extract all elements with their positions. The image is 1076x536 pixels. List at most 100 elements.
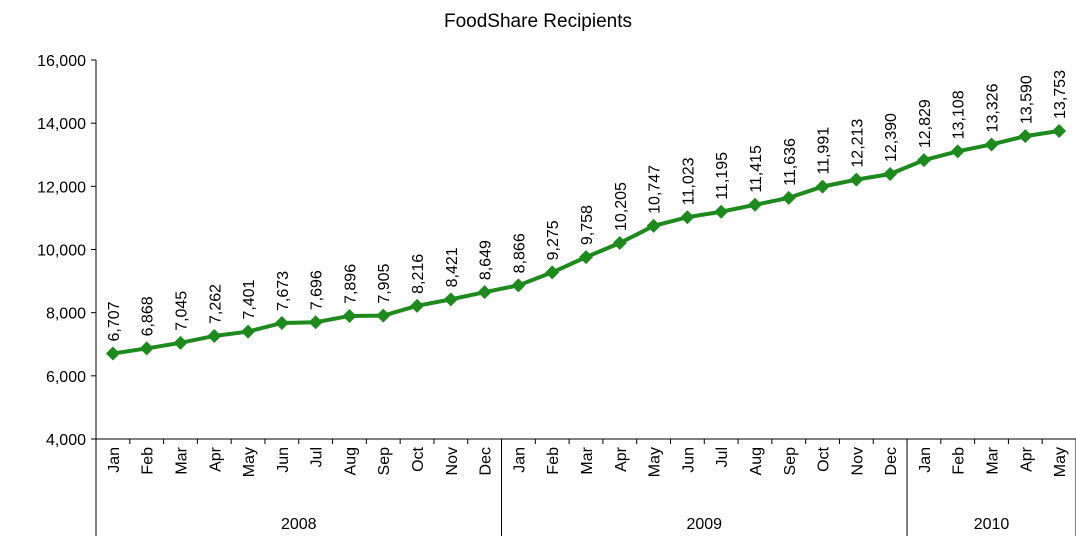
- x-tick-label: Jan: [106, 447, 123, 473]
- marker: [274, 315, 289, 330]
- data-label: 13,108: [951, 90, 968, 139]
- marker: [579, 250, 593, 265]
- chart-title: FoodShare Recipients: [444, 11, 632, 32]
- marker: [612, 236, 627, 251]
- marker: [1052, 123, 1067, 138]
- x-tick-label: Dec: [478, 447, 495, 475]
- data-label: 7,696: [309, 270, 326, 310]
- marker: [680, 210, 695, 225]
- x-tick-label: Jul: [714, 447, 731, 467]
- data-label: 10,205: [613, 182, 630, 231]
- marker: [984, 137, 999, 152]
- x-tick-label: Nov: [444, 447, 461, 475]
- data-label: 12,390: [883, 113, 900, 162]
- marker: [950, 144, 965, 159]
- data-label: 7,905: [376, 264, 393, 304]
- x-tick-label: May: [1052, 447, 1069, 477]
- data-label: 10,747: [647, 165, 664, 214]
- x-tick-label: Dec: [883, 447, 900, 475]
- x-tick-label: Jan: [511, 447, 528, 473]
- y-tick-label: 8,000: [46, 306, 86, 323]
- marker: [207, 328, 222, 343]
- y-tick-label: 6,000: [46, 369, 86, 386]
- marker: [105, 346, 120, 361]
- data-label: 11,636: [782, 138, 799, 186]
- data-label: 11,415: [748, 145, 765, 193]
- marker: [376, 308, 391, 323]
- data-label: 6,707: [106, 301, 123, 341]
- marker: [916, 153, 931, 168]
- marker: [477, 285, 492, 300]
- y-tick-label: 4,000: [46, 432, 86, 449]
- marker: [747, 197, 762, 212]
- marker: [443, 292, 458, 307]
- x-tick-label: Feb: [545, 447, 562, 475]
- data-label: 8,649: [478, 240, 495, 280]
- x-tick-label: Apr: [1018, 446, 1035, 472]
- x-tick-label: Mar: [173, 446, 190, 474]
- marker: [241, 324, 256, 339]
- data-label: 7,401: [241, 279, 258, 319]
- marker: [342, 308, 357, 323]
- marker: [815, 179, 830, 194]
- y-tick-label: 10,000: [37, 243, 86, 260]
- x-tick-label: Jun: [680, 447, 697, 473]
- x-tick-label: May: [241, 447, 258, 477]
- marker: [139, 341, 154, 356]
- x-tick-label: Mar: [985, 446, 1002, 474]
- data-label: 7,045: [173, 291, 190, 331]
- data-label: 6,868: [140, 296, 157, 336]
- marker: [849, 172, 864, 187]
- data-label: 11,023: [680, 157, 697, 205]
- y-tick-label: 16,000: [37, 53, 86, 70]
- x-tick-label: Feb: [951, 447, 968, 475]
- group-label: 2010: [974, 516, 1010, 533]
- marker: [410, 298, 425, 313]
- x-tick-label: Apr: [207, 446, 224, 472]
- x-tick-label: Nov: [849, 447, 866, 475]
- data-label: 7,673: [275, 271, 292, 311]
- data-label: 13,326: [985, 83, 1002, 132]
- x-tick-label: Oct: [816, 446, 833, 471]
- marker: [511, 278, 526, 293]
- x-tick-label: Apr: [613, 446, 630, 472]
- data-label: 13,590: [1018, 75, 1035, 124]
- marker: [714, 204, 729, 219]
- marker: [883, 167, 898, 182]
- x-tick-label: Jun: [275, 447, 292, 473]
- marker: [646, 218, 661, 233]
- data-label: 8,421: [444, 247, 461, 287]
- y-tick-label: 14,000: [37, 116, 86, 133]
- x-tick-label: May: [647, 447, 664, 477]
- data-label: 8,866: [511, 233, 528, 273]
- marker: [173, 335, 188, 350]
- data-label: 12,213: [849, 119, 866, 168]
- x-tick-label: Jul: [309, 447, 326, 467]
- x-tick-label: Jan: [917, 447, 934, 473]
- data-label: 8,216: [410, 254, 427, 294]
- x-tick-label: Feb: [140, 447, 157, 475]
- data-label: 9,758: [579, 205, 596, 245]
- data-label: 11,195: [714, 152, 731, 200]
- data-label: 7,896: [342, 264, 359, 304]
- x-tick-label: Mar: [579, 446, 596, 474]
- marker: [1018, 129, 1033, 144]
- data-label: 9,275: [545, 220, 562, 260]
- marker: [545, 265, 560, 280]
- marker: [781, 190, 796, 205]
- x-tick-label: Sep: [782, 447, 799, 476]
- x-tick-label: Aug: [748, 447, 765, 475]
- group-label: 2009: [686, 516, 722, 533]
- data-label: 12,829: [917, 99, 934, 148]
- data-label: 11,991: [816, 127, 833, 175]
- data-label: 13,753: [1052, 70, 1069, 119]
- y-tick-label: 12,000: [37, 179, 86, 196]
- group-label: 2008: [281, 516, 317, 533]
- x-tick-label: Sep: [376, 447, 393, 476]
- x-tick-label: Aug: [342, 447, 359, 475]
- marker: [308, 315, 323, 330]
- data-label: 7,262: [207, 284, 224, 324]
- x-tick-label: Oct: [410, 446, 427, 471]
